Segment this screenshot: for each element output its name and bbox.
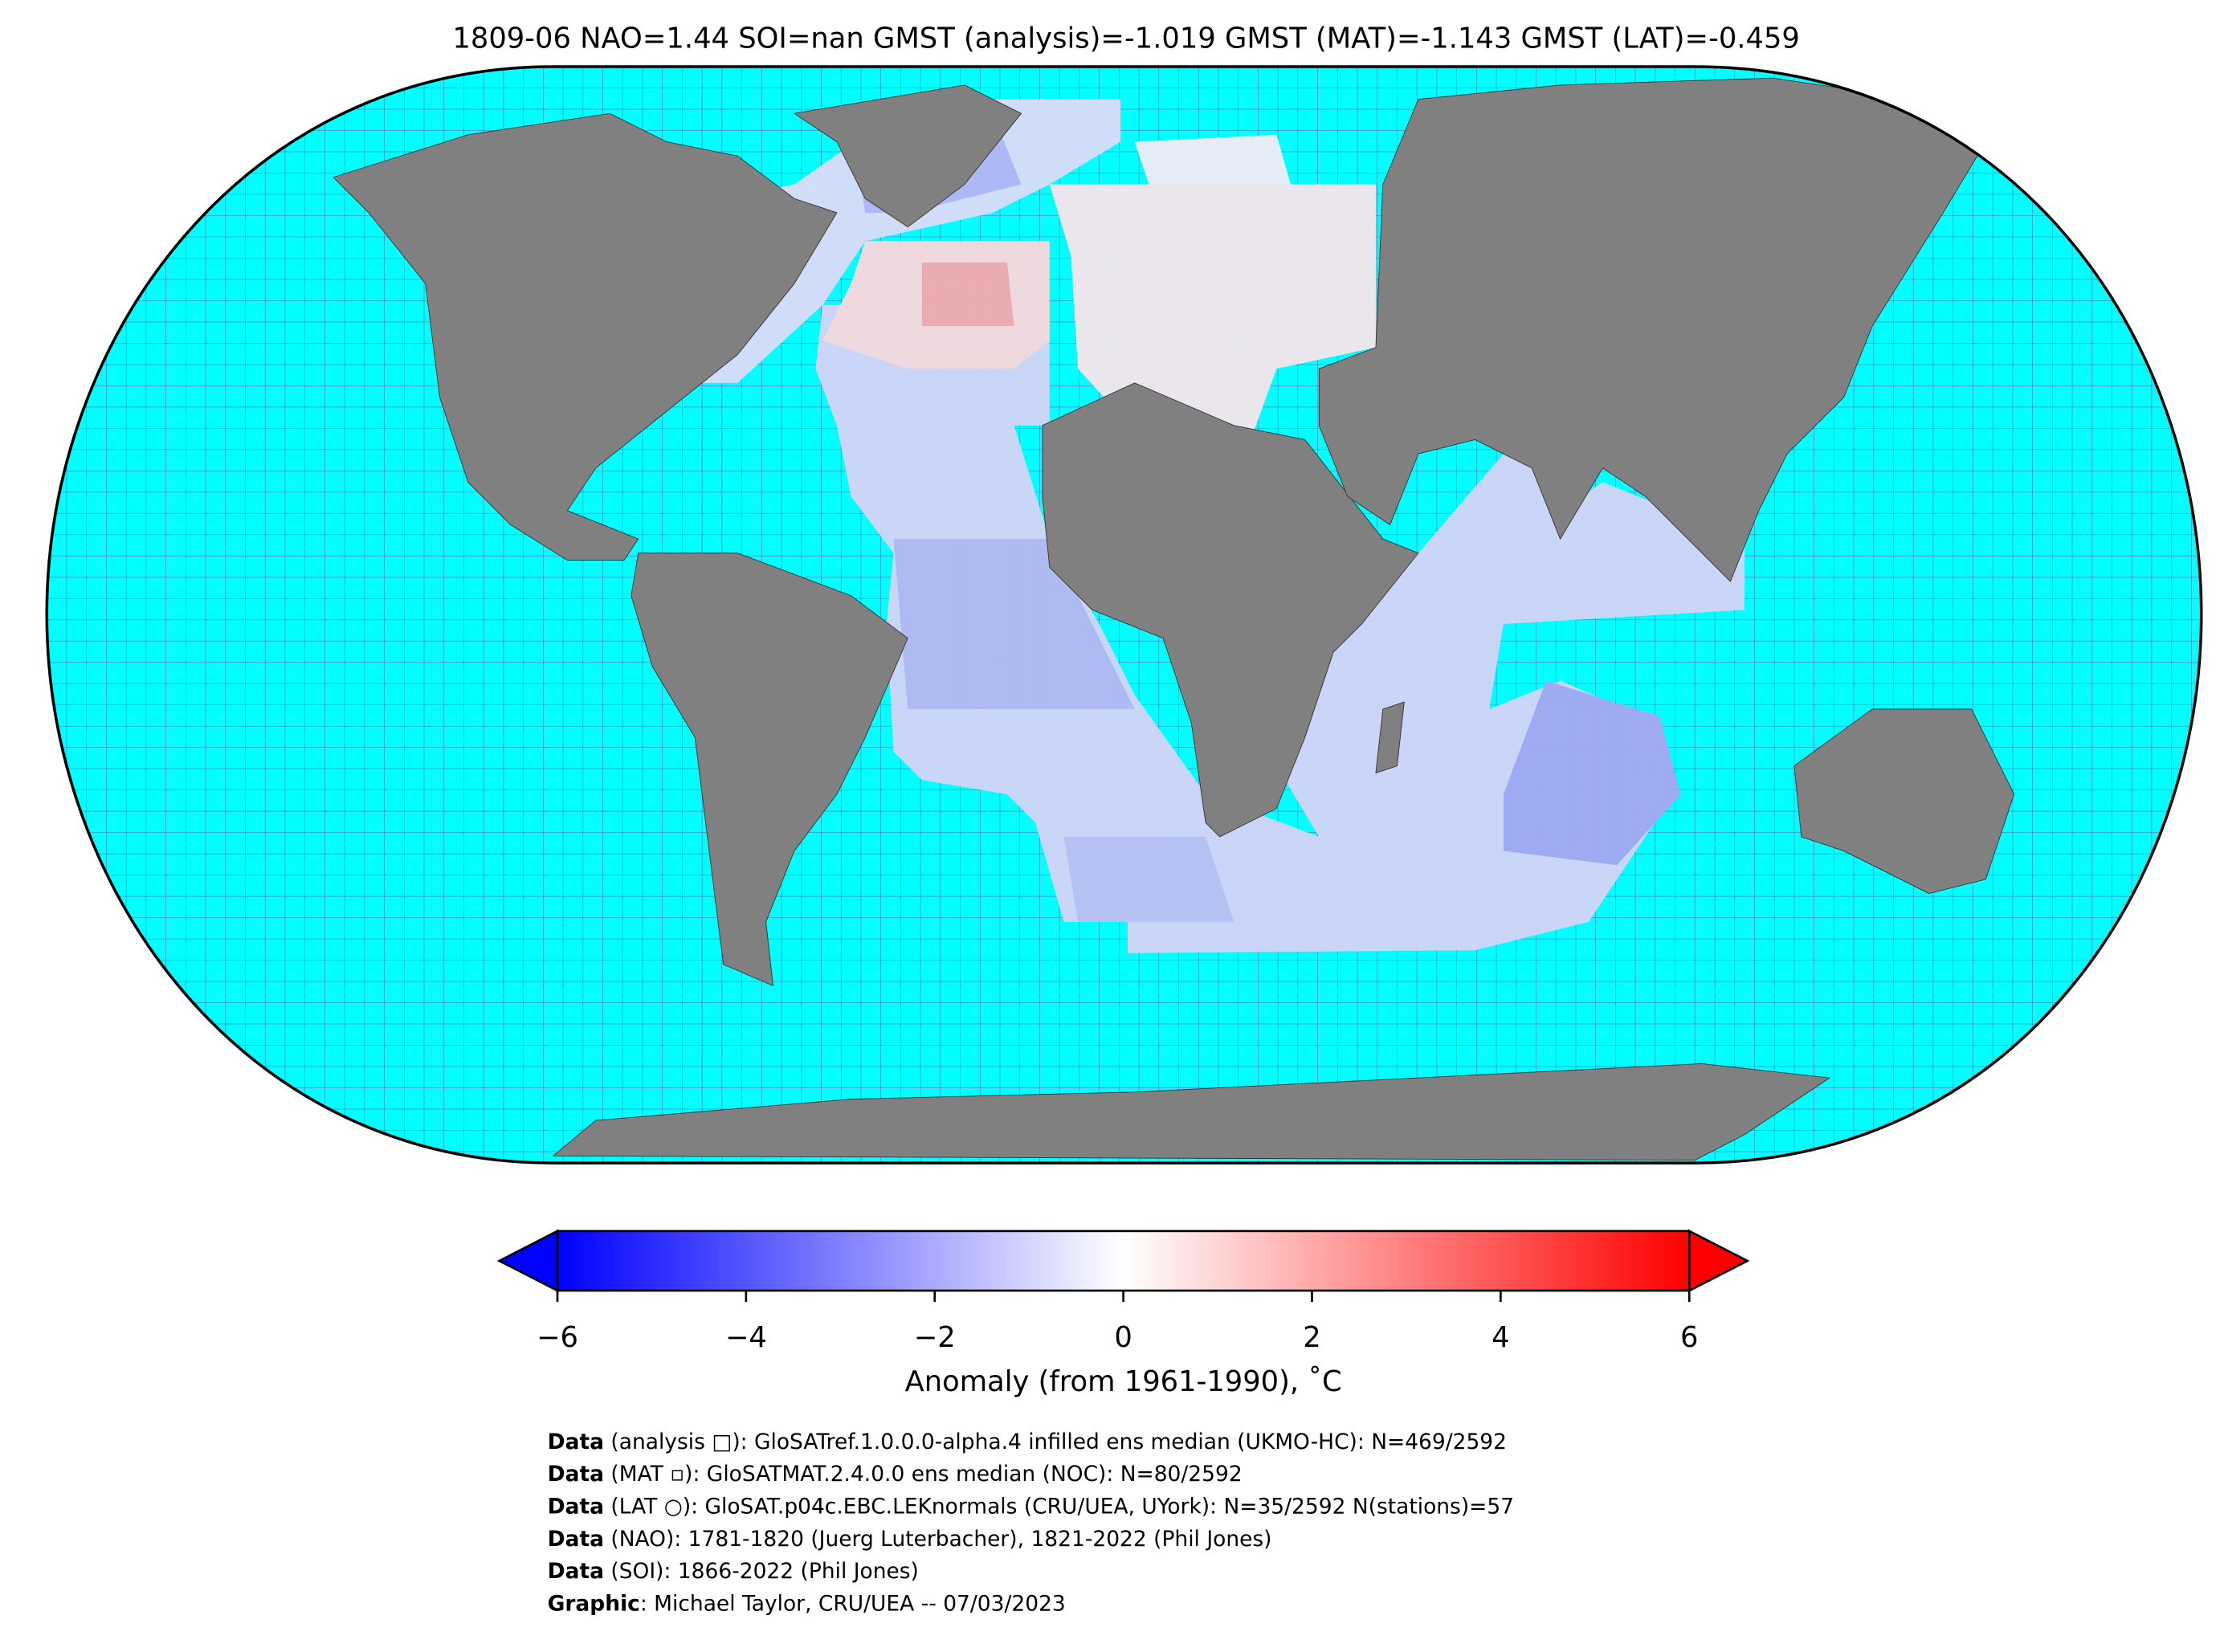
credit-text: (analysis □): GloSATref.1.0.0.0-alpha.4 …	[604, 1429, 1507, 1454]
anomaly-area	[1049, 184, 1376, 447]
colorbar-tick-label: −2	[914, 1321, 956, 1354]
credit-source: Data	[548, 1494, 604, 1519]
colorbar-tick-label: 0	[1114, 1321, 1132, 1354]
credit-source: Data	[548, 1526, 604, 1551]
credit-text: (MAT ▫): GloSATMAT.2.4.0.0 ens median (N…	[604, 1462, 1243, 1487]
greenland	[793, 84, 1022, 228]
credit-line: Data (SOI): 1866-2022 (Phil Jones)	[548, 1559, 919, 1584]
anomaly-area	[1063, 836, 1234, 922]
credits: Data (analysis □): GloSATref.1.0.0.0-alp…	[548, 1429, 1514, 1615]
asia	[1318, 77, 1986, 582]
anomaly-field	[624, 99, 1745, 953]
credit-source: Data	[548, 1462, 604, 1487]
credit-line: Data (MAT ▫): GloSATMAT.2.4.0.0 ens medi…	[548, 1462, 1243, 1487]
colorbar-label: Anomaly (from 1961-1990), ˚C	[905, 1365, 1342, 1398]
colorbar-extend-high	[1687, 1229, 1750, 1293]
credit-line: Data (LAT ○): GloSAT.p04c.EBC.LEKnormals…	[548, 1494, 1514, 1519]
credit-source: Graphic	[548, 1591, 640, 1616]
australia	[1793, 708, 2015, 895]
colorbar-tick-label: 4	[1492, 1321, 1509, 1354]
colorbar-body	[556, 1230, 1691, 1292]
credit-source: Data	[548, 1559, 604, 1584]
colorbar-tick-label: −4	[725, 1321, 767, 1354]
credit-line: Data (analysis □): GloSATref.1.0.0.0-alp…	[548, 1429, 1507, 1454]
anomaly-area	[921, 262, 1014, 327]
south-america	[630, 553, 908, 987]
credit-text: (LAT ○): GloSAT.p04c.EBC.LEKnormals (CRU…	[604, 1494, 1514, 1519]
africa	[1042, 382, 1419, 838]
colorbar-tick-label: 6	[1680, 1321, 1698, 1354]
anomaly-area	[893, 539, 1135, 709]
colorbar: −6 −4 −2 0 2 4 6	[496, 1229, 1750, 1354]
colorbar-tick-label: 2	[1303, 1321, 1320, 1354]
antarctica	[552, 1063, 1831, 1160]
title: 1809-06 NAO=1.44 SOI=nan GMST (analysis)…	[452, 22, 1799, 55]
colorbar-extend-low	[496, 1229, 559, 1293]
land	[333, 77, 2015, 1160]
credit-text: (SOI): 1866-2022 (Phil Jones)	[604, 1559, 919, 1584]
north-america	[333, 112, 838, 561]
credit-text: : Michael Taylor, CRU/UEA -- 07/03/2023	[640, 1591, 1066, 1616]
map	[47, 67, 2202, 1164]
credit-line: Graphic: Michael Taylor, CRU/UEA -- 07/0…	[548, 1591, 1066, 1616]
credit-source: Data	[548, 1429, 604, 1454]
credit-text: (NAO): 1781-1820 (Juerg Luterbacher), 18…	[604, 1526, 1272, 1551]
anomaly-area	[1503, 680, 1681, 866]
anomaly-area	[1134, 134, 1292, 185]
madagascar	[1375, 701, 1405, 774]
colorbar-tick-label: −6	[537, 1321, 578, 1354]
credit-line: Data (NAO): 1781-1820 (Juerg Luterbacher…	[548, 1526, 1272, 1551]
globe-outline	[45, 65, 2203, 1165]
